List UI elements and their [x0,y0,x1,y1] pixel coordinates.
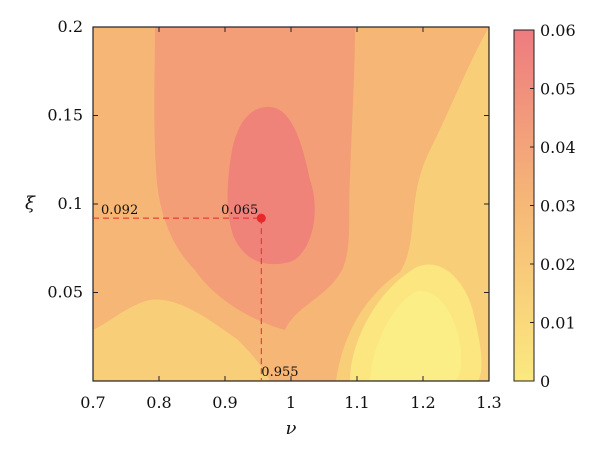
colorbar-tick-label: 0.04 [540,138,576,157]
annotation-y-value: 0.092 [101,203,138,218]
x-tick-label: 1.1 [344,393,369,412]
colorbar-tick-label: 0.01 [540,314,576,333]
optimum-marker-group: 0.092 0.065 0.955 [93,203,299,381]
y-tick-label: 0.05 [47,283,83,302]
x-tick-label: 0.9 [212,393,237,412]
x-tick-label: 1.3 [476,393,501,412]
colorbar-tick-label: 0.05 [540,80,576,99]
x-axis-label: ν [286,418,297,439]
colorbar: 0 0.01 0.02 0.03 0.04 0.05 0.06 [513,21,576,391]
contour-region-0.008 [370,291,462,381]
y-axis-label: ξ [25,193,36,214]
plot-area: 0.7 0.8 0.9 1 1.1 1.2 1.3 0.05 0.1 0.15 0.2 ν ξ [25,17,502,439]
contour-region-0.025-left [93,299,270,381]
y-axis-ticks: 0.05 0.1 0.15 0.2 [47,17,489,302]
colorbar-tick-label: 0.06 [540,21,576,40]
contour-region-0.055 [227,106,315,265]
x-axis-ticks: 0.7 0.8 0.9 1 1.1 1.2 1.3 [80,27,502,412]
y-tick-label: 0.1 [58,194,83,213]
colorbar-ticks: 0 0.01 0.02 0.03 0.04 0.05 0.06 [530,21,576,391]
x-tick-label: 0.7 [80,393,105,412]
y-tick-label: 0.2 [58,17,83,36]
x-tick-label: 1 [286,393,296,412]
annotation-x-value: 0.955 [261,365,298,380]
y-tick-label: 0.15 [47,106,83,125]
colorbar-tick-label: 0.03 [540,197,576,216]
annotation-peak-value: 0.065 [221,203,258,218]
colorbar-tick-label: 0.02 [540,255,576,274]
colorbar-tick-label: 0 [540,372,550,391]
x-tick-label: 0.8 [146,393,171,412]
contour-fills [93,27,489,381]
x-tick-label: 1.2 [410,393,435,412]
optimum-point [256,213,266,223]
